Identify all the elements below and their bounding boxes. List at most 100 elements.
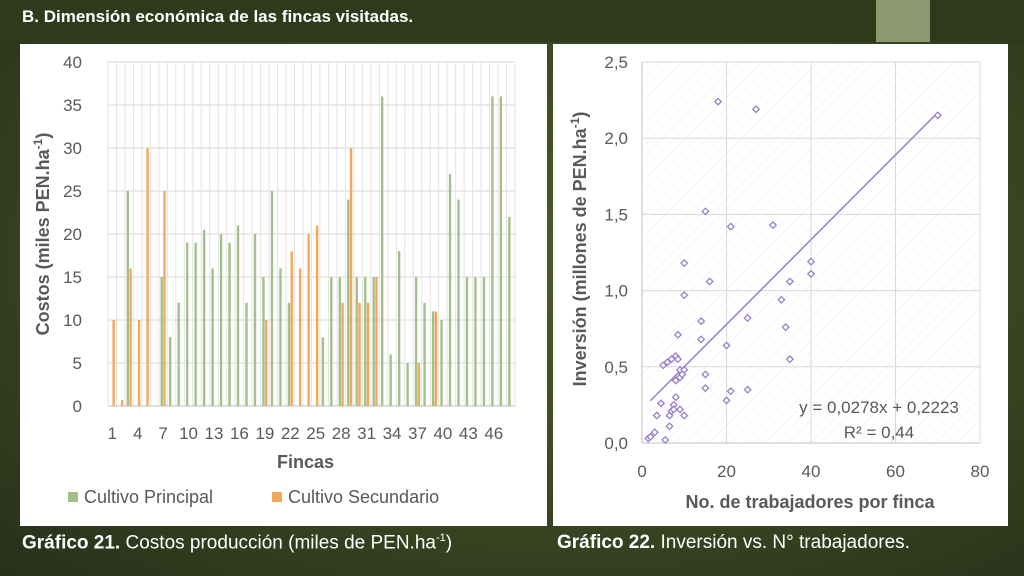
bar-primary [169, 337, 172, 406]
bar-primary [185, 242, 189, 406]
caption-22-text: Inversión vs. N° trabajadores. [655, 532, 910, 553]
legend-swatch-secondary [272, 492, 282, 502]
bar-secondary [290, 251, 293, 406]
y-tick-label: 20 [63, 225, 82, 244]
y-axis-title-sup: -1 [568, 117, 582, 128]
bar-chart: 0 5 10 15 20 25 30 35 40 1 4 7 10 13 16 19 22 25 28 31 34 37 4… [31, 53, 516, 507]
scatter-point [806, 257, 816, 266]
caption-21-end: ) [445, 532, 453, 554]
scatter-point [669, 405, 678, 414]
bar-primary [245, 302, 248, 406]
x-tick-label: 37 [408, 424, 427, 443]
y-tick-label: 0 [73, 397, 82, 416]
scatter-point [785, 355, 794, 364]
caption-21-bold: Gráfico 21. [22, 532, 121, 554]
slide-title: B. Dimensión económica de las fincas vis… [22, 7, 414, 26]
bar-primary [270, 191, 274, 406]
y-tick-label: 0,0 [604, 434, 628, 453]
bar-primary [202, 229, 206, 406]
scatter-point [697, 316, 706, 326]
scatter-point [675, 405, 685, 414]
y-tick-label: 10 [63, 311, 82, 330]
x-tick-label: 34 [383, 424, 402, 443]
x-tick-label: 60 [886, 462, 905, 481]
bar-primary [389, 354, 392, 406]
y-tick-label: 25 [63, 182, 82, 201]
x-axis-title: Fincas [277, 452, 334, 472]
scatter-point [743, 313, 752, 323]
header-bar [0, 0, 1024, 42]
bar-secondary [112, 320, 115, 406]
y-axis-title: Costos (miles PEN.ha-1) [31, 133, 53, 336]
scatter-point [697, 335, 706, 344]
y-tick-label: 2,5 [604, 53, 628, 72]
x-tick-label: 1 [108, 424, 117, 443]
scatter-point [680, 259, 689, 268]
y-axis-title-main: Inversión (millones de PEN.ha [570, 127, 590, 386]
x-tick-label: 4 [133, 424, 142, 443]
x-tick-label: 25 [306, 424, 325, 443]
scatter-point [646, 432, 655, 442]
bar-primary [177, 302, 180, 406]
legend-swatch-primary [68, 492, 78, 502]
scatter-point [705, 277, 714, 286]
caption-chart-21: Gráfico 21. Costos producción (miles de … [22, 532, 452, 554]
bar-primary [499, 96, 503, 407]
y-tick-label: 15 [63, 268, 82, 287]
scatter-point [701, 207, 710, 216]
bar-primary [228, 242, 231, 406]
trend-equation: y = 0,0278x + 0,2223 [799, 398, 959, 417]
bar-primary [236, 225, 240, 406]
bar-primary [465, 277, 469, 406]
x-tick-label: 40 [802, 462, 821, 481]
bar-primary [414, 277, 418, 406]
accent-block [876, 0, 930, 42]
bar-secondary [349, 148, 353, 406]
trend-r2: R² = 0,44 [844, 423, 914, 442]
bar-primary [431, 311, 435, 406]
x-tick-label: 80 [971, 462, 990, 481]
scatter-point [722, 396, 731, 405]
legend-label-secondary: Cultivo Secundario [288, 487, 439, 507]
scatter-point [726, 222, 735, 231]
x-tick-label: 0 [637, 462, 646, 481]
bar-primary [457, 199, 460, 406]
caption-chart-22: Gráfico 22. Inversión vs. N° trabajadore… [557, 532, 910, 554]
y-axis-title-main: Costos (miles PEN.ha [33, 148, 53, 335]
bar-primary [364, 277, 367, 406]
scatter-point [806, 269, 816, 278]
y-axis-title: Inversión (millones de PEN.ha-1) [568, 112, 590, 387]
bar-secondary [265, 320, 268, 406]
bar-primary [440, 320, 443, 406]
bar-primary [219, 234, 223, 406]
bar-primary [397, 251, 401, 406]
scatter-point [701, 384, 710, 393]
bar-primary [448, 173, 452, 406]
x-axis-title: No. de trabajadores por finca [685, 492, 935, 512]
scatter-point [665, 422, 674, 431]
x-tick-label: 13 [205, 424, 224, 443]
bar-primary [355, 277, 358, 406]
bar-primary [406, 363, 409, 406]
bar-chart-panel: 0 5 10 15 20 25 30 35 40 1 4 7 10 13 16 19 22 25 28 31 34 37 4… [20, 44, 547, 526]
x-tick-label: 40 [433, 424, 452, 443]
y-tick-label: 2,0 [604, 129, 628, 148]
scatter-point [701, 370, 710, 379]
bar-primary [211, 268, 214, 406]
y-tick-label: 1,5 [604, 205, 628, 224]
bar-primary [287, 302, 291, 406]
scatter-point [781, 323, 790, 332]
bar-primary [508, 216, 511, 406]
scatter-point [680, 365, 689, 374]
x-tick-label: 28 [332, 424, 351, 443]
scatter-point [768, 220, 778, 230]
bar-primary [160, 277, 163, 406]
bar-primary [262, 277, 265, 406]
scatter-point [785, 277, 794, 286]
x-tick-label: 7 [158, 424, 167, 443]
bar-primary [423, 302, 426, 406]
bar-primary [194, 242, 197, 406]
scatter-point [777, 295, 786, 304]
bar-secondary [307, 234, 310, 406]
scatter-point [652, 411, 661, 420]
